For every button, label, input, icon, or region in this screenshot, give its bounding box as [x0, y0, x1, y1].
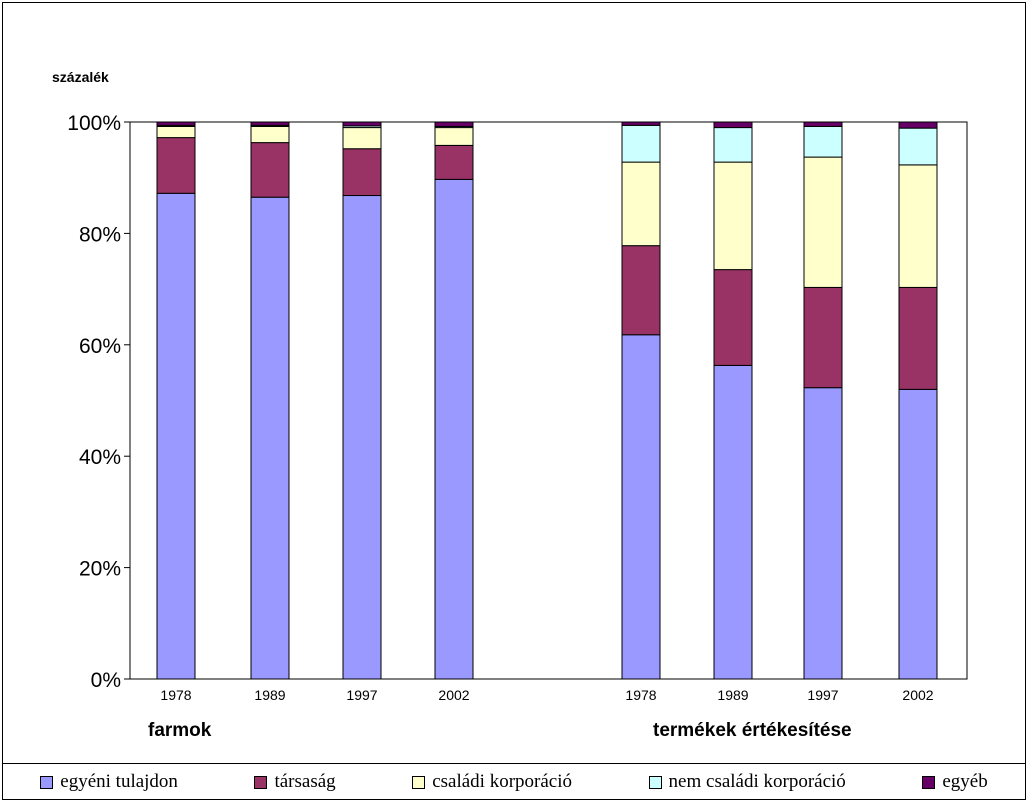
legend-item-nem-csaladi-korporacio: nem családi korporáció	[648, 771, 846, 793]
x-tick-label: 1989	[254, 687, 285, 703]
legend-swatch	[412, 775, 426, 789]
bar-segment	[803, 286, 843, 389]
y-tick-label: 20%	[79, 558, 121, 581]
bar-segment	[898, 286, 938, 390]
bar-segment	[621, 121, 661, 126]
y-tick-label: 80%	[79, 223, 121, 246]
x-tick-label: 1978	[625, 687, 656, 703]
y-tick-label: 0%	[91, 669, 121, 692]
bar-segment	[803, 156, 843, 288]
legend-item-egyeb: egyéb	[922, 771, 988, 793]
bar-segment	[898, 164, 938, 288]
x-tick-label: 1997	[807, 687, 838, 703]
legend-swatch	[254, 775, 268, 789]
legend-label: nem családi korporáció	[668, 771, 846, 792]
group-labels: farmok termékek értékesítése	[148, 720, 852, 741]
bar-segment	[713, 127, 753, 163]
legend-swatch	[922, 775, 936, 789]
bar-segment	[156, 121, 196, 126]
bar-segment	[342, 121, 382, 127]
legend-swatch	[40, 775, 54, 789]
legend: egyéni tulajdon társaság családi korporá…	[2, 763, 1026, 800]
bar-segment	[250, 121, 290, 126]
y-axis-label: százalék	[52, 69, 109, 85]
bar-segment	[250, 125, 290, 144]
bar-segment	[434, 178, 474, 680]
group-label: farmok	[148, 720, 212, 741]
legend-label: családi korporáció	[432, 771, 573, 792]
y-tick-label: 60%	[79, 335, 121, 358]
y-tick-label: 40%	[79, 446, 121, 469]
legend-item-csaladi-korporacio: családi korporáció	[412, 771, 572, 793]
legend-label: egyéni tulajdon	[60, 771, 178, 792]
bar-segment	[342, 127, 382, 150]
x-tick-label: 1978	[160, 687, 191, 703]
x-tick-label: 2002	[438, 687, 469, 703]
bar-segment	[621, 245, 661, 336]
bar-segment	[156, 137, 196, 194]
bar-segment	[250, 142, 290, 198]
bar-segment	[342, 195, 382, 680]
legend-item-egyeni-tulajdon: egyéni tulajdon	[40, 771, 178, 793]
bar-segment	[898, 388, 938, 680]
bar-segment	[434, 144, 474, 180]
bar-segment	[342, 148, 382, 197]
bar-segment	[803, 121, 843, 127]
bar-segment	[713, 364, 753, 680]
bar-segment	[713, 269, 753, 366]
bar-segment	[621, 334, 661, 680]
x-tick-label: 2002	[902, 687, 933, 703]
group-label: termékek értékesítése	[653, 720, 852, 741]
y-tick-label: 100%	[67, 112, 121, 135]
bar-segment	[898, 121, 938, 129]
x-tick-label: 1989	[717, 687, 748, 703]
stacked-bar-chart: százalék 0% 20% 40% 60% 80% 100% 1978 1989 1997…	[52, 69, 968, 741]
legend-swatch	[648, 775, 662, 789]
y-axis: 0% 20% 40% 60% 80% 100%	[67, 112, 130, 692]
bar-segment	[803, 387, 843, 680]
x-axis: 1978 1989 1997 2002 1978 1989 1997 2002	[160, 687, 933, 703]
bar-segment	[803, 125, 843, 158]
bar-segment	[713, 121, 753, 129]
bar-segment	[713, 161, 753, 271]
bar-segment	[898, 127, 938, 166]
bar-segment	[250, 196, 290, 680]
bar-segment	[434, 127, 474, 146]
bar-segment	[434, 121, 474, 127]
bars	[156, 121, 938, 680]
bar-segment	[156, 192, 196, 680]
bar-segment	[621, 124, 661, 163]
legend-label: egyéb	[942, 771, 988, 792]
x-tick-label: 1997	[346, 687, 377, 703]
legend-label: társaság	[274, 771, 336, 792]
bar-segment	[156, 125, 196, 139]
legend-item-tarsasag: társaság	[254, 771, 336, 793]
bar-segment	[621, 161, 661, 247]
